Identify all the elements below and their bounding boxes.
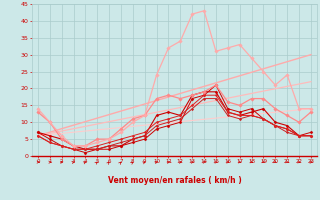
X-axis label: Vent moyen/en rafales ( km/h ): Vent moyen/en rafales ( km/h ): [108, 176, 241, 185]
